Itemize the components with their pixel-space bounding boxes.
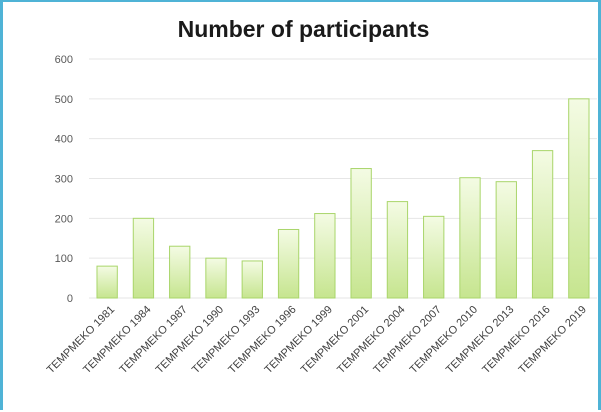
x-tick-label: TEMPMEKO 2013 (444, 304, 516, 376)
y-axis: 0 100 200 300 400 500 600 (55, 54, 73, 305)
bar (314, 213, 336, 299)
bar (531, 150, 554, 299)
x-tick-label: TEMPMEKO 2001 (299, 304, 371, 376)
x-tick-label: TEMPMEKO 1996 (226, 304, 298, 376)
bar (277, 228, 300, 299)
x-tick-label: TEMPMEKO 2010 (408, 304, 480, 376)
bar (459, 177, 481, 299)
bar (205, 257, 227, 299)
x-tick-label: TEMPMEKO 1990 (154, 304, 226, 376)
x-tick-label: TEMPMEKO 1981 (45, 304, 117, 376)
bar (241, 260, 263, 299)
bar (350, 168, 372, 299)
bars (96, 98, 590, 299)
x-tick-label: TEMPMEKO 1984 (81, 304, 153, 376)
bar (132, 217, 155, 299)
bar (423, 215, 445, 299)
y-tick-label: 300 (55, 174, 73, 186)
x-tick-label: TEMPMEKO 1999 (263, 304, 335, 376)
y-tick-label: 0 (67, 293, 73, 305)
x-tick-label: TEMPMEKO 1993 (190, 304, 262, 376)
x-tick-label: TEMPMEKO 2019 (517, 304, 589, 376)
bar (96, 265, 118, 299)
y-tick-label: 200 (55, 213, 73, 225)
x-tick-label: TEMPMEKO 2016 (480, 304, 552, 376)
y-tick-label: 500 (55, 94, 73, 106)
bar (386, 201, 409, 299)
y-tick-label: 100 (55, 253, 73, 265)
x-tick-label: TEMPMEKO 1987 (117, 304, 189, 376)
y-tick-label: 600 (55, 54, 73, 66)
gridlines (89, 58, 597, 299)
bar (495, 181, 517, 299)
chart-title: Number of participants (177, 16, 430, 42)
bar (169, 245, 191, 299)
x-tick-label: TEMPMEKO 2007 (371, 304, 443, 376)
bar (568, 98, 590, 299)
x-tick-label: TEMPMEKO 2004 (335, 304, 407, 376)
y-tick-label: 400 (55, 134, 73, 146)
